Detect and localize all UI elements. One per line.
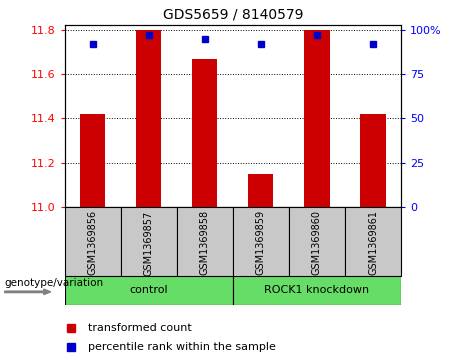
Bar [136, 30, 161, 207]
Text: GSM1369859: GSM1369859 [256, 210, 266, 276]
Bar [65, 276, 233, 305]
Bar [233, 276, 401, 305]
Text: control: control [130, 285, 168, 295]
Bar [361, 114, 386, 207]
Text: percentile rank within the sample: percentile rank within the sample [88, 342, 276, 352]
Title: GDS5659 / 8140579: GDS5659 / 8140579 [163, 8, 303, 21]
Bar [248, 174, 273, 207]
Bar [177, 207, 233, 276]
Text: genotype/variation: genotype/variation [5, 278, 104, 288]
Text: GSM1369861: GSM1369861 [368, 210, 378, 276]
Text: GSM1369860: GSM1369860 [312, 210, 322, 276]
Bar [304, 30, 330, 207]
Bar [121, 207, 177, 276]
Bar [289, 207, 345, 276]
Text: GSM1369856: GSM1369856 [88, 210, 98, 276]
Text: GSM1369857: GSM1369857 [144, 210, 154, 276]
Bar [345, 207, 401, 276]
Bar [80, 114, 105, 207]
Bar [65, 207, 121, 276]
Bar [233, 207, 289, 276]
Text: GSM1369858: GSM1369858 [200, 210, 210, 276]
Text: ROCK1 knockdown: ROCK1 knockdown [264, 285, 370, 295]
Bar [192, 58, 218, 207]
Text: transformed count: transformed count [88, 323, 192, 333]
